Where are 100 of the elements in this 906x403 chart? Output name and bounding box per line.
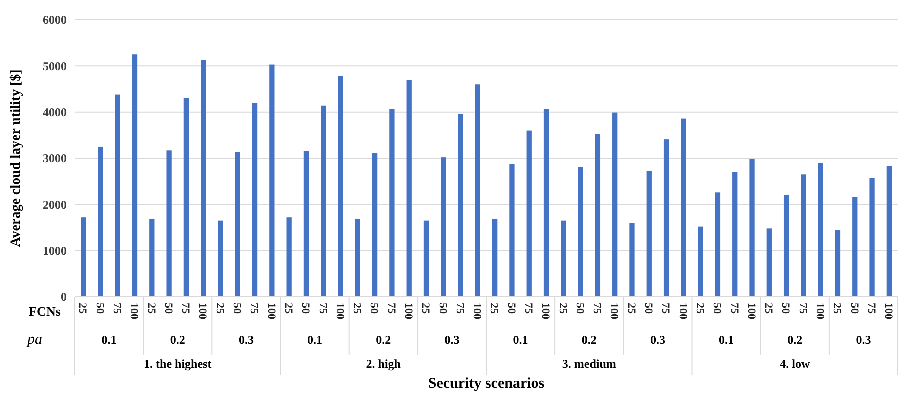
bar: [561, 220, 566, 297]
bar: [510, 164, 515, 297]
bar: [835, 230, 841, 297]
bar: [801, 174, 806, 297]
bar: [664, 140, 670, 297]
x-tick-label: 75: [728, 303, 740, 314]
bar: [630, 223, 635, 297]
x-tick-label: 25: [282, 303, 294, 314]
bar: [390, 109, 395, 297]
x-tick-label: 25: [762, 303, 775, 314]
x-tick-label: 100: [471, 303, 484, 320]
x-tick-label: 100: [608, 303, 620, 320]
x-tick-label: 50: [94, 303, 106, 314]
bar: [338, 76, 344, 297]
text: 0.3: [238, 333, 254, 347]
text: 2. high: [366, 357, 402, 371]
bar: [681, 118, 686, 297]
text: 3. medium: [562, 357, 616, 371]
x-tick-label: 75: [865, 303, 878, 314]
bar: [441, 158, 446, 297]
text: 0.2: [170, 333, 186, 347]
x-tick-label: 50: [436, 303, 449, 314]
bar: [286, 218, 292, 297]
text: 0.2: [376, 333, 392, 347]
x-tick-label: 100: [128, 303, 140, 320]
x-tick-label: 75: [454, 303, 466, 314]
bar: [766, 228, 772, 297]
bar: [406, 80, 412, 297]
x-tick-label: 50: [780, 303, 792, 314]
x-tick-label: 25: [556, 303, 569, 314]
text: 0.3: [444, 333, 460, 347]
x-tick-label: 75: [316, 303, 329, 314]
x-tick-label: 75: [180, 303, 192, 314]
bar: [870, 178, 875, 297]
x-tick-label: 75: [796, 303, 809, 314]
bar: [612, 112, 618, 297]
text: 0.1: [102, 333, 117, 347]
text: 1. the highest: [144, 357, 212, 371]
x-tick-label: 25: [488, 303, 500, 314]
x-axis-title: Security scenarios: [428, 376, 545, 392]
text: 0.1: [513, 333, 528, 347]
bar: [750, 159, 755, 297]
text: 0.1: [308, 333, 323, 347]
bar: [372, 153, 378, 297]
bar: [132, 54, 138, 297]
bar: [578, 167, 584, 297]
x-tick-label: 100: [540, 303, 552, 320]
x-tick-label: 100: [882, 303, 895, 320]
bar: [886, 166, 892, 297]
y-tick-label: 4000: [43, 106, 67, 120]
bar: [235, 152, 240, 297]
bar: [784, 194, 790, 297]
bar: [201, 60, 206, 297]
bar: [458, 114, 464, 297]
x-tick-label: 50: [300, 303, 312, 314]
text: 0.1: [719, 333, 734, 347]
x-tick-label: 100: [676, 303, 689, 320]
x-tick-label: 100: [745, 303, 758, 320]
y-tick-label: 3000: [43, 152, 67, 166]
x-tick-label: 75: [591, 303, 604, 314]
bar: [852, 197, 858, 297]
text: FCNs: [29, 304, 61, 319]
text: 0.2: [582, 333, 597, 347]
x-tick-label: 25: [351, 303, 364, 314]
x-tick-label: 50: [368, 303, 380, 314]
y-axis-title: Average cloud layer utility [$]: [9, 70, 24, 248]
x-tick-label: 50: [574, 303, 586, 314]
x-tick-label: 75: [248, 303, 260, 314]
x-tick-label: 50: [642, 303, 655, 314]
x-tick-label: 50: [231, 303, 244, 314]
bar: [184, 98, 190, 297]
bar: [646, 170, 652, 297]
bar: [150, 218, 155, 297]
bar: [355, 218, 360, 297]
bar: [424, 220, 430, 297]
bar: [321, 106, 326, 297]
x-tick-label: 50: [162, 303, 174, 314]
text: 0.2: [788, 333, 803, 347]
x-tick-label: 100: [814, 303, 826, 320]
bar: [544, 109, 550, 297]
bar: [218, 220, 224, 297]
x-tick-label: 50: [711, 303, 724, 314]
text: pa: [26, 332, 42, 348]
y-tick-label: 5000: [43, 59, 67, 74]
x-tick-label: 100: [265, 303, 278, 320]
y-tick-label: 2000: [43, 198, 67, 212]
text: 0.3: [856, 333, 872, 347]
x-tick-label: 25: [76, 303, 89, 314]
bar: [732, 172, 738, 297]
x-tick-label: 25: [145, 303, 158, 314]
bar: [715, 192, 721, 297]
bar: [818, 163, 824, 297]
bar: [98, 146, 104, 297]
bar: [492, 218, 498, 297]
y-tick-label: 6000: [43, 13, 67, 28]
x-tick-label: 75: [660, 303, 672, 314]
bar: [270, 64, 275, 297]
bar: [304, 151, 310, 297]
bar: [526, 130, 532, 297]
text: 0.3: [650, 333, 666, 347]
